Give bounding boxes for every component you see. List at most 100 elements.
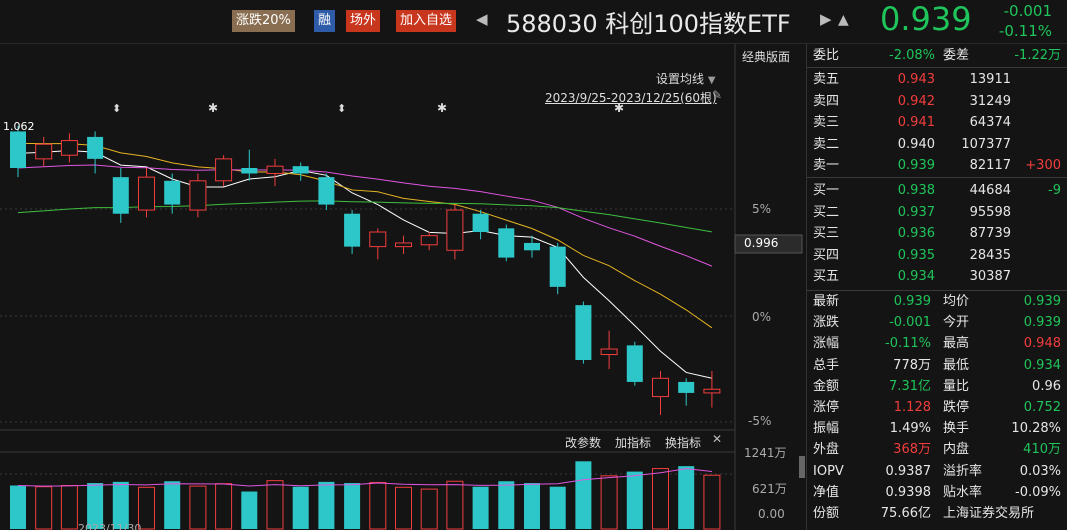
pin-icon[interactable]: ✎: [712, 88, 723, 102]
vol-axis-max: 1241万: [744, 446, 787, 460]
ma-line: [17, 200, 712, 233]
stat-label-2: 溢折率: [943, 463, 983, 479]
candle[interactable]: [189, 180, 207, 211]
event-marker[interactable]: ✱: [208, 101, 218, 115]
bid-row[interactable]: 买三 0.936 87739: [807, 223, 1067, 244]
stat-label: 总手: [813, 357, 840, 373]
bid-row[interactable]: 买四 0.935 28435: [807, 245, 1067, 266]
candle[interactable]: [626, 345, 643, 382]
vol-axis-zero: 0.00: [758, 507, 785, 521]
candle[interactable]: [446, 209, 464, 251]
stat-row: 份额 75.66亿 上海证券交易所: [807, 503, 1067, 524]
event-marker[interactable]: ⬍: [112, 102, 121, 115]
bid-row[interactable]: 买二 0.937 95598: [807, 202, 1067, 223]
volume-bar: [626, 471, 643, 529]
candle[interactable]: [112, 177, 129, 214]
otc-button[interactable]: 场外: [346, 10, 381, 32]
quote-header: 涨跌20% 融 场外 加入自选 ◀ 588030 科创100指数ETF ▶ ▲ …: [0, 0, 1067, 44]
stat-row: 外盘 368万 内盘 410万: [807, 439, 1067, 460]
volume-bar: [215, 483, 233, 530]
alert-bell-icon[interactable]: ▲: [838, 12, 849, 28]
candle[interactable]: [524, 242, 540, 251]
event-marker[interactable]: ✱: [437, 101, 447, 115]
stat-value-2: -0.09%: [1015, 484, 1061, 500]
next-arrow-icon[interactable]: ▶: [820, 10, 832, 28]
panel-collapse-handle[interactable]: [799, 456, 805, 478]
candle[interactable]: [472, 213, 489, 232]
switch-indicator-button[interactable]: 换指标: [665, 436, 702, 450]
volume-bar: [10, 485, 26, 529]
event-marker[interactable]: ✱: [614, 101, 624, 115]
kline-chart[interactable]: ⬍ ✱ ⬍ ✱ ✱: [0, 44, 804, 530]
ask-label: 卖一: [813, 158, 840, 173]
volume-bar: [549, 486, 566, 529]
ask-row[interactable]: 卖二 0.940 107377: [807, 134, 1067, 155]
candle[interactable]: [266, 165, 284, 174]
volume-bar: [420, 488, 438, 530]
candle[interactable]: [575, 305, 592, 360]
ma-line: [17, 142, 713, 329]
date-range[interactable]: 2023/9/25-2023/12/25(60根): [545, 91, 717, 105]
candle[interactable]: [395, 242, 412, 248]
stat-value: 778万: [893, 357, 931, 373]
candle[interactable]: [87, 136, 104, 159]
candle[interactable]: [241, 168, 258, 174]
candle[interactable]: [498, 228, 515, 258]
bid-price: 0.938: [897, 183, 935, 198]
change-params-button[interactable]: 改参数: [565, 436, 602, 450]
candle[interactable]: [292, 166, 309, 174]
chart-area[interactable]: ⬍ ✱ ⬍ ✱ ✱ 经典版面 设置均线 ▼ 2023/9/25-2023/12/…: [0, 44, 805, 530]
bid-label: 买五: [813, 269, 840, 284]
axis-label-5pct: 5%: [752, 202, 772, 216]
candle[interactable]: [549, 246, 566, 287]
ask-row[interactable]: 卖三 0.941 64374: [807, 112, 1067, 133]
current-price-tag: 0.996: [744, 236, 779, 250]
stat-row: 最新 0.939 均价 0.939: [807, 291, 1067, 312]
volume-bar: [138, 486, 155, 530]
bid-row[interactable]: 买一 0.938 44684 -9: [807, 180, 1067, 201]
candle[interactable]: [600, 348, 618, 356]
prev-arrow-icon[interactable]: ◀: [476, 10, 488, 28]
close-icon[interactable]: ✕: [712, 432, 723, 446]
stat-label-2: 内盘: [943, 442, 970, 458]
candle[interactable]: [420, 235, 438, 246]
bid-row[interactable]: 买五 0.934 30387: [807, 266, 1067, 287]
add-watchlist-button[interactable]: 加入自选: [396, 10, 457, 32]
candle[interactable]: [703, 388, 721, 394]
volume-bar: [60, 484, 78, 530]
stat-label-2: 最低: [943, 357, 970, 373]
ask-volume: 13911: [969, 72, 1011, 87]
candle[interactable]: [35, 143, 53, 160]
ma-settings-button[interactable]: 设置均线 ▼: [656, 70, 716, 87]
classic-layout-button[interactable]: 经典版面: [742, 50, 791, 64]
stat-value-2: 410万: [1023, 442, 1061, 458]
ask-row[interactable]: 卖四 0.942 31249: [807, 91, 1067, 112]
order-book-panel: 委比 -2.08% 委差 -1.22万 卖五 0.943 13911 卖四 0.…: [806, 44, 1067, 530]
candle[interactable]: [164, 180, 181, 205]
stat-row: 净值 0.9398 贴水率 -0.09%: [807, 482, 1067, 503]
candle[interactable]: [652, 377, 669, 398]
stat-value: 368万: [893, 442, 931, 458]
candle[interactable]: [10, 131, 26, 168]
candle[interactable]: [318, 177, 335, 205]
candle[interactable]: [344, 213, 361, 247]
stat-row: IOPV 0.9387 溢折率 0.03%: [807, 461, 1067, 482]
stat-label-2: 量比: [943, 378, 970, 394]
security-title: 588030 科创100指数ETF: [506, 10, 791, 38]
weibi-row: 委比 -2.08% 委差 -1.22万: [807, 45, 1067, 66]
stat-value-2: 0.96: [1032, 378, 1061, 394]
stat-value: 0.9398: [885, 484, 932, 500]
weibi-label: 委比: [813, 48, 840, 63]
ask-price: 0.941: [897, 115, 935, 130]
ask-row[interactable]: 卖五 0.943 13911: [807, 69, 1067, 90]
event-marker[interactable]: ⬍: [337, 102, 346, 115]
ask-volume: 64374: [969, 115, 1011, 130]
candle[interactable]: [369, 231, 387, 248]
volume-bar: [189, 485, 207, 530]
candle[interactable]: [60, 140, 78, 156]
add-indicator-button[interactable]: 加指标: [615, 436, 652, 450]
candle[interactable]: [138, 176, 155, 211]
candle[interactable]: [678, 381, 695, 393]
ask-row[interactable]: 卖一 0.939 82117 +300: [807, 155, 1067, 176]
candle[interactable]: [215, 158, 233, 182]
